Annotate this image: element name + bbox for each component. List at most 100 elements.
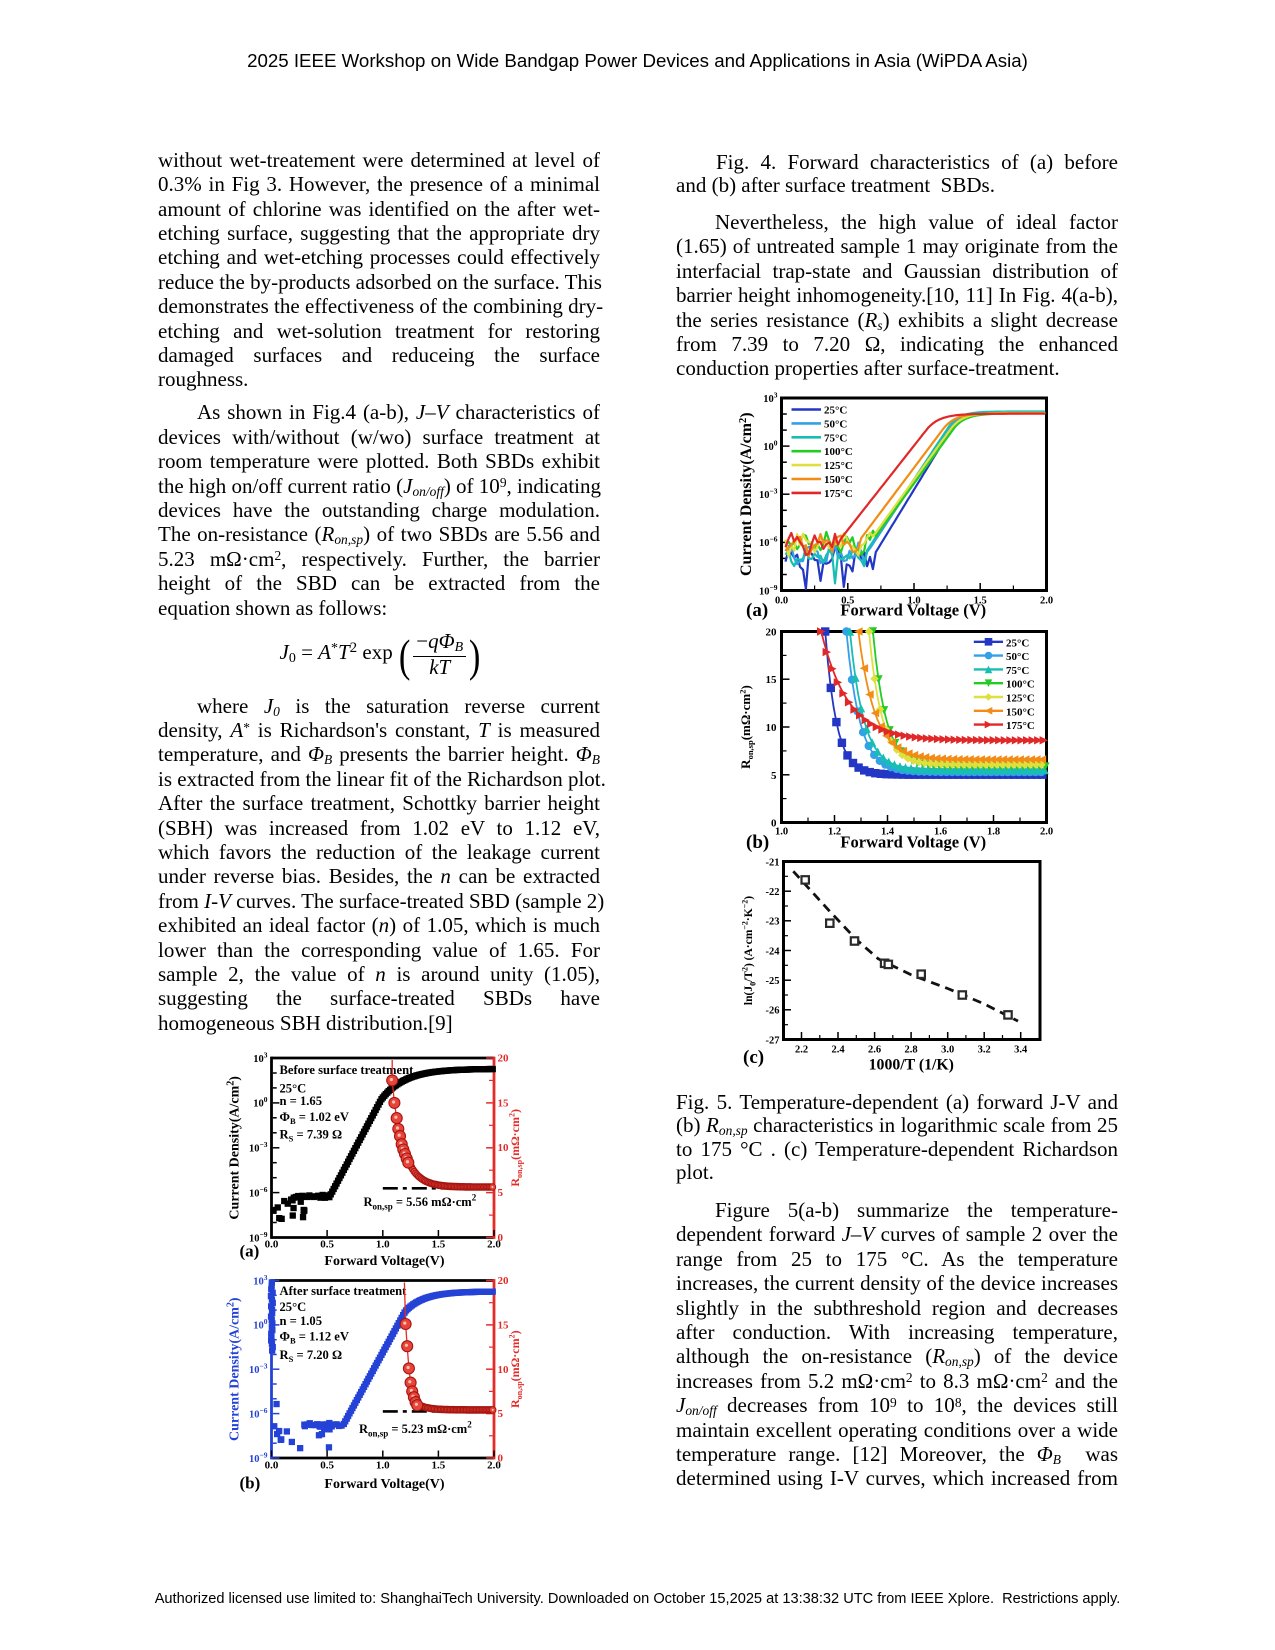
svg-text:100: 100 <box>253 1095 268 1110</box>
svg-text:100°C: 100°C <box>824 446 853 458</box>
svg-text:1.0: 1.0 <box>907 595 920 606</box>
svg-text:103: 103 <box>253 1273 268 1288</box>
svg-text:25°C: 25°C <box>280 1300 307 1314</box>
svg-text:-21: -21 <box>766 857 780 868</box>
svg-text:150°C: 150°C <box>1006 706 1035 718</box>
svg-text:Forward Voltage(V): Forward Voltage(V) <box>324 1477 444 1492</box>
svg-text:1.0: 1.0 <box>376 1460 390 1472</box>
svg-text:75°C: 75°C <box>1006 665 1029 677</box>
svg-text:Ron,sp(mΩ·cm2): Ron,sp(mΩ·cm2) <box>738 685 756 769</box>
svg-text:1.8: 1.8 <box>987 827 1000 838</box>
svg-text:25°C: 25°C <box>280 1082 307 1096</box>
svg-text:(b): (b) <box>240 1474 261 1493</box>
svg-text:1.4: 1.4 <box>881 827 895 838</box>
svg-text:2.4: 2.4 <box>831 1044 845 1055</box>
svg-text:2.0: 2.0 <box>487 1239 501 1251</box>
svg-text:5: 5 <box>498 1408 504 1420</box>
svg-text:3.4: 3.4 <box>1014 1044 1028 1055</box>
svg-text:2.6: 2.6 <box>868 1044 881 1055</box>
svg-text:103: 103 <box>253 1050 268 1065</box>
svg-text:Ron,sp(mΩ·cm2): Ron,sp(mΩ·cm2) <box>508 1109 525 1187</box>
svg-text:0.0: 0.0 <box>265 1460 279 1472</box>
svg-text:1.5: 1.5 <box>432 1460 446 1472</box>
svg-text:1.0: 1.0 <box>376 1239 390 1251</box>
svg-text:-27: -27 <box>766 1035 780 1046</box>
svg-text:15: 15 <box>498 1097 510 1109</box>
svg-text:15: 15 <box>498 1319 510 1331</box>
svg-text:ln(J0/T2) (A·cm−2·K−2): ln(J0/T2) (A·cm−2·K−2) <box>741 896 758 1005</box>
svg-text:0: 0 <box>498 1453 504 1465</box>
svg-text:100°C: 100°C <box>1006 679 1035 691</box>
svg-text:RS = 7.39 Ω: RS = 7.39 Ω <box>280 1128 343 1144</box>
svg-text:Ron,sp = 5.23 mΩ·cm2: Ron,sp = 5.23 mΩ·cm2 <box>359 1420 472 1439</box>
svg-text:n = 1.65: n = 1.65 <box>280 1094 323 1108</box>
svg-text:100: 100 <box>763 438 778 453</box>
svg-text:3.2: 3.2 <box>978 1044 991 1055</box>
svg-text:(a): (a) <box>746 600 768 621</box>
svg-text:-25: -25 <box>766 976 780 987</box>
svg-text:103: 103 <box>763 390 778 405</box>
svg-text:Before surface treatment: Before surface treatment <box>280 1063 415 1077</box>
svg-text:0.0: 0.0 <box>775 595 788 606</box>
svg-text:1.6: 1.6 <box>934 827 947 838</box>
svg-text:0.0: 0.0 <box>265 1239 279 1251</box>
svg-text:2.0: 2.0 <box>487 1460 501 1472</box>
svg-text:3.0: 3.0 <box>941 1044 954 1055</box>
svg-text:50°C: 50°C <box>1006 651 1029 663</box>
svg-text:10: 10 <box>766 722 778 734</box>
svg-text:ΦB = 1.12 eV: ΦB = 1.12 eV <box>280 1330 349 1346</box>
svg-text:1.5: 1.5 <box>432 1239 446 1251</box>
svg-text:1000/T (1/K): 1000/T (1/K) <box>869 1057 954 1074</box>
svg-text:10: 10 <box>498 1364 510 1376</box>
svg-text:125°C: 125°C <box>1006 693 1035 705</box>
svg-text:0.5: 0.5 <box>841 595 854 606</box>
svg-text:-23: -23 <box>766 917 780 928</box>
svg-text:1.5: 1.5 <box>974 595 987 606</box>
svg-text:(c): (c) <box>743 1047 764 1068</box>
svg-text:(b): (b) <box>746 832 769 853</box>
svg-text:After surface treatment: After surface treatment <box>280 1284 408 1298</box>
svg-text:2.2: 2.2 <box>795 1044 808 1055</box>
svg-text:-24: -24 <box>766 946 781 957</box>
svg-text:75°C: 75°C <box>824 432 847 444</box>
svg-text:(a): (a) <box>240 1241 260 1260</box>
svg-text:Forward Voltage (V): Forward Voltage (V) <box>840 833 986 852</box>
svg-text:Ron,sp(mΩ·cm2): Ron,sp(mΩ·cm2) <box>508 1330 525 1408</box>
svg-text:5: 5 <box>771 770 777 782</box>
svg-text:10−3: 10−3 <box>759 487 778 502</box>
svg-text:0: 0 <box>498 1232 504 1244</box>
svg-text:2.0: 2.0 <box>1040 827 1053 838</box>
svg-text:10−6: 10−6 <box>249 1406 268 1421</box>
svg-text:20: 20 <box>498 1053 510 1065</box>
svg-text:Ron,sp = 5.56 mΩ·cm2: Ron,sp = 5.56 mΩ·cm2 <box>364 1193 477 1212</box>
svg-text:10−3: 10−3 <box>249 1140 268 1155</box>
svg-text:10−6: 10−6 <box>759 535 778 550</box>
svg-text:125°C: 125°C <box>824 460 853 472</box>
svg-text:Forward Voltage(V): Forward Voltage(V) <box>324 1254 444 1269</box>
svg-text:Forward Voltage (V): Forward Voltage (V) <box>840 601 986 620</box>
svg-text:10: 10 <box>498 1142 510 1154</box>
svg-text:10−3: 10−3 <box>249 1362 268 1377</box>
svg-text:0.5: 0.5 <box>320 1239 334 1251</box>
svg-text:0.5: 0.5 <box>320 1460 334 1472</box>
svg-text:10−6: 10−6 <box>249 1185 268 1200</box>
svg-text:150°C: 150°C <box>824 474 853 486</box>
svg-text:2.8: 2.8 <box>905 1044 918 1055</box>
svg-text:1.2: 1.2 <box>828 827 841 838</box>
svg-text:1.0: 1.0 <box>775 827 788 838</box>
svg-text:Current Density(A/cm2): Current Density(A/cm2) <box>738 412 755 576</box>
svg-text:100: 100 <box>253 1317 268 1332</box>
svg-text:175°C: 175°C <box>1006 720 1035 732</box>
svg-text:-26: -26 <box>766 1006 780 1017</box>
svg-text:20: 20 <box>498 1275 510 1287</box>
svg-text:20: 20 <box>766 627 778 639</box>
svg-text:175°C: 175°C <box>824 488 853 500</box>
svg-text:-22: -22 <box>766 887 780 898</box>
svg-text:5: 5 <box>498 1187 504 1199</box>
svg-text:25°C: 25°C <box>1006 637 1029 649</box>
svg-text:0: 0 <box>771 818 777 830</box>
svg-text:ΦB = 1.02 eV: ΦB = 1.02 eV <box>280 1110 349 1126</box>
svg-text:50°C: 50°C <box>824 418 847 430</box>
svg-text:Current Density(A/cm2): Current Density(A/cm2) <box>226 1076 243 1220</box>
svg-text:RS = 7.20 Ω: RS = 7.20 Ω <box>280 1348 343 1364</box>
